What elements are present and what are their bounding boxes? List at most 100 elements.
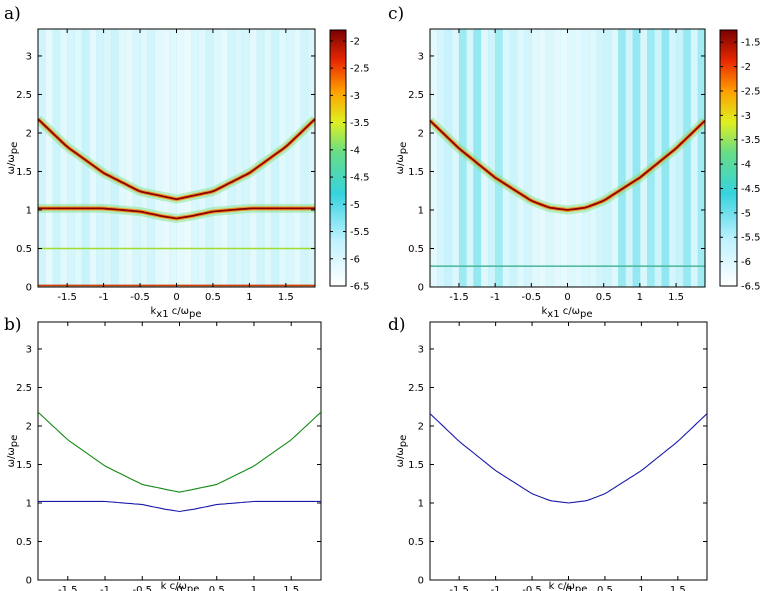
panel-b-x-ticks: -1.5 -1 -0.5 0 0.5 1 1.5 xyxy=(58,322,299,591)
colorbar-tick-label: -1.5 xyxy=(741,38,761,49)
colorbar-tick-label: -6.5 xyxy=(350,282,370,293)
spectrum-column xyxy=(487,29,496,287)
spectrum-column xyxy=(654,29,663,287)
spectrum-column xyxy=(676,29,684,287)
spectrum-column xyxy=(618,29,626,287)
colorbar-tick-label: -3.5 xyxy=(350,118,370,129)
spectrum-column xyxy=(45,29,54,287)
spectrum-column xyxy=(293,29,301,287)
colorbar-tick-label: -6 xyxy=(741,257,751,268)
y-tick-label: 1 xyxy=(418,498,424,509)
spectrum-column xyxy=(581,29,590,287)
y-tick-label: 0 xyxy=(26,576,32,587)
colorbar-tick-label: -2 xyxy=(741,62,751,73)
x-tick-label: 0 xyxy=(176,585,182,591)
panel-a-colorbar: -2 -2.5 -3 -3.5 -4 -4.5 -5 -5.5 -6 -6.5 xyxy=(329,29,370,293)
panel-a-y-label: ω/ωpe xyxy=(6,142,20,175)
spectrum-column xyxy=(147,29,156,287)
spectrum-column xyxy=(212,29,221,287)
x-tick-label: -0.5 xyxy=(522,585,542,591)
y-tick-label: 2.5 xyxy=(16,90,32,101)
spectrum-column xyxy=(67,29,75,287)
spectrum-column xyxy=(502,29,511,287)
y-tick-label: 3 xyxy=(418,51,424,62)
spectrum-column xyxy=(603,29,612,287)
y-tick-label: 0 xyxy=(418,576,424,587)
spectrum-column xyxy=(256,29,265,287)
panel-c-y-ticks: 0 0.5 1 1.5 2 2.5 3 xyxy=(408,51,705,294)
spectrum-column xyxy=(610,29,619,287)
spectrum-column xyxy=(524,29,532,287)
spectrum-column xyxy=(52,29,61,287)
x-tick-label: 1.5 xyxy=(670,585,686,591)
panel-b-y-ticks: 0 0.5 1 1.5 2 2.5 3 xyxy=(16,344,321,587)
spectrum-column xyxy=(690,29,699,287)
x-tick-label: 0 xyxy=(565,585,571,591)
x-tick-label: -1.5 xyxy=(57,292,77,303)
panel-a-x-ticks: -1.5 -1 -0.5 0 0.5 1 1.5 xyxy=(57,29,294,303)
panel-c-label: c) xyxy=(388,4,404,24)
panel-b-y-label: ω/ωpe xyxy=(6,435,20,468)
colorbar-tick-label: -5 xyxy=(350,200,360,211)
panel-d-label: d) xyxy=(388,315,406,335)
panel-c-x-label: kx1 c/ωpe xyxy=(542,306,593,320)
spectrum-column xyxy=(553,29,561,287)
spectrum-column xyxy=(140,29,148,287)
colorbar-tick-label: -4.5 xyxy=(350,173,370,184)
panel-b-label: b) xyxy=(4,315,22,335)
spectrum-column xyxy=(220,29,229,287)
spectrum-column xyxy=(59,29,68,287)
panel-c-colorbar: -1.5 -2 -2.5 -3 -3.5 -4 -4.5 -5 -5.5 -6 -6.5 xyxy=(719,29,761,293)
y-tick-label: 0.5 xyxy=(408,537,424,548)
colorbar-tick-label: -6 xyxy=(350,254,360,265)
colorbar-tick-label: -5 xyxy=(741,208,751,219)
spectrum-column xyxy=(531,29,540,287)
series-line xyxy=(38,500,321,513)
colorbar-tick-label: -3 xyxy=(350,91,360,102)
panel-a-label: a) xyxy=(4,4,21,24)
spectrum-column xyxy=(451,29,460,287)
spectrum-column xyxy=(227,29,236,287)
colorbar-tick-label: -4.5 xyxy=(741,184,761,195)
y-tick-label: 2 xyxy=(26,421,32,432)
panel-d-x-label: k c/ωpe xyxy=(549,581,588,591)
spectrum-column xyxy=(285,29,294,287)
panel-a-colorbar-scale xyxy=(329,29,347,287)
spectrum-column xyxy=(198,29,207,287)
y-tick-label: 2 xyxy=(418,128,424,139)
dispersion-ridge xyxy=(38,207,315,220)
spectrum-column xyxy=(234,29,243,287)
y-tick-label: 0.5 xyxy=(16,537,32,548)
spectrum-column xyxy=(444,29,453,287)
spectrum-column xyxy=(639,29,648,287)
colorbar-tick-label: -2.5 xyxy=(350,64,370,75)
spectrum-column xyxy=(683,29,692,287)
y-tick-label: 2 xyxy=(26,128,32,139)
panel-b: b) -1.5 -1 -0.5 0 0.5 1 1.5 0 0.5 1 1.5 2 2.5 3 k c/… xyxy=(4,315,322,591)
spectrum-column xyxy=(205,29,214,287)
spectrum-column xyxy=(96,29,105,287)
spectrum-column xyxy=(169,29,177,287)
spectrum-column xyxy=(183,29,192,287)
x-tick-label: -0.5 xyxy=(133,585,153,591)
colorbar-tick-label: -2 xyxy=(350,36,360,47)
dispersion-ridge xyxy=(430,119,705,211)
x-tick-label: 1.5 xyxy=(668,292,684,303)
spectrum-column xyxy=(516,29,525,287)
x-tick-label: -1 xyxy=(99,292,109,303)
x-tick-label: 1.5 xyxy=(283,585,299,591)
x-tick-label: -0.5 xyxy=(130,292,150,303)
x-tick-label: 0.5 xyxy=(596,292,612,303)
y-tick-label: 3 xyxy=(418,344,424,355)
panel-d: d) -1.5 -1 -0.5 0 0.5 1 1.5 0 0.5 1 1.5 2 2.5 3 k c/… xyxy=(388,315,708,591)
panel-c-heatmap xyxy=(430,29,705,287)
x-tick-label: 0.5 xyxy=(597,585,613,591)
spectrum-column xyxy=(574,29,583,287)
spectrum-column xyxy=(647,29,655,287)
spectrum-column xyxy=(560,29,568,287)
x-tick-label: -0.5 xyxy=(522,292,542,303)
panel-b-x-label: k c/ωpe xyxy=(161,581,200,591)
x-tick-label: 0.5 xyxy=(209,585,225,591)
y-tick-label: 2.5 xyxy=(408,90,424,101)
spectrum-column xyxy=(300,29,309,287)
